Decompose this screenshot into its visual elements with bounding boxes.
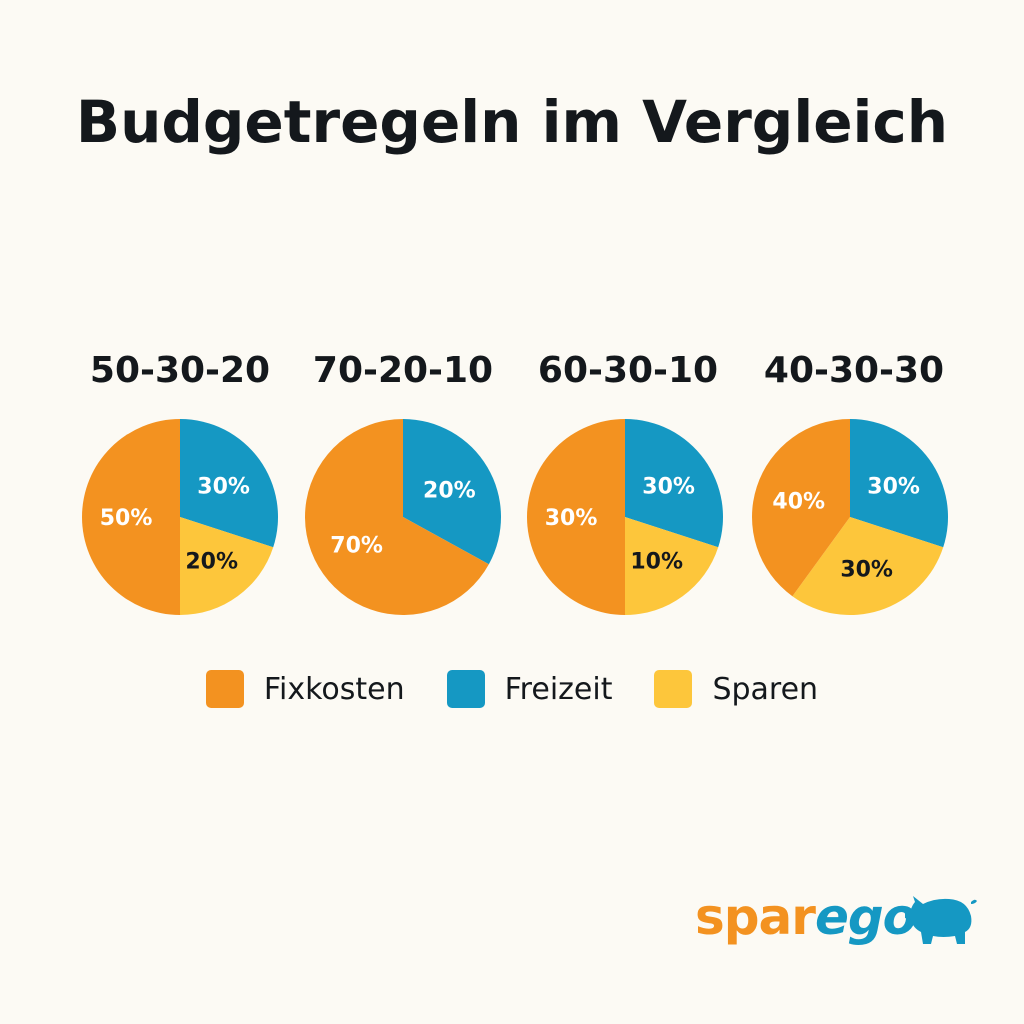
legend-label: Fixkosten xyxy=(263,671,405,707)
pie-title-3: 60-30-10 xyxy=(537,350,719,391)
legend-item-fixkosten: Fixkosten xyxy=(205,670,405,708)
pie-2-slice-fixkosten xyxy=(305,419,489,615)
legend-swatch-sparen xyxy=(654,670,693,708)
pie-4-label-fixkosten: 40% xyxy=(772,489,825,514)
legend-label: Freizeit xyxy=(504,671,613,707)
pie-1-slice-sparen xyxy=(180,517,274,615)
pie-title-2: 70-20-10 xyxy=(312,350,494,391)
pie-3-label-freizeit: 30% xyxy=(642,474,695,499)
pie-4-label-freizeit: 30% xyxy=(867,474,920,499)
pie-3-slice-fixkosten xyxy=(527,419,625,615)
pie-3-slice-sparen xyxy=(625,517,719,615)
pie-2-label-freizeit: 20% xyxy=(423,479,476,504)
pie-1-slice-freizeit xyxy=(180,419,278,548)
pie-title-4: 40-30-30 xyxy=(763,350,945,391)
pie-4-slice-sparen xyxy=(792,517,944,615)
legend-swatch-freizeit xyxy=(446,670,485,708)
pie-3-slice-freizeit xyxy=(625,419,723,548)
pie-4-slice-fixkosten xyxy=(751,419,850,597)
piggy-bank-icon xyxy=(905,896,977,944)
logo-text-spar: spar xyxy=(695,888,816,946)
legend-swatch-fixkosten xyxy=(205,670,244,708)
pie-1-label-sparen: 20% xyxy=(185,550,238,575)
pie-3-label-fixkosten: 30% xyxy=(545,506,598,531)
pie-3-label-sparen: 10% xyxy=(630,550,683,575)
legend-item-sparen: Sparen xyxy=(654,670,818,708)
pie-1-label-fixkosten: 50% xyxy=(100,506,153,531)
pie-1-label-freizeit: 30% xyxy=(197,474,250,499)
pie-2-slice-freizeit xyxy=(403,419,501,565)
pie-2-label-fixkosten: 70% xyxy=(330,533,383,558)
chart-title: Budgetregeln im Vergleich xyxy=(75,88,949,156)
pie-4-slice-freizeit xyxy=(850,419,948,548)
logo-text-ego: ego xyxy=(814,888,917,946)
legend-label: Sparen xyxy=(712,671,819,707)
pie-title-1: 50-30-20 xyxy=(89,350,271,391)
pie-4-label-sparen: 30% xyxy=(840,557,893,582)
legend: Fixkosten Freizeit Sparen xyxy=(0,670,1024,708)
pie-1-slice-fixkosten xyxy=(82,419,180,615)
legend-item-freizeit: Freizeit xyxy=(446,670,613,708)
sparego-logo: sparego xyxy=(695,888,917,946)
